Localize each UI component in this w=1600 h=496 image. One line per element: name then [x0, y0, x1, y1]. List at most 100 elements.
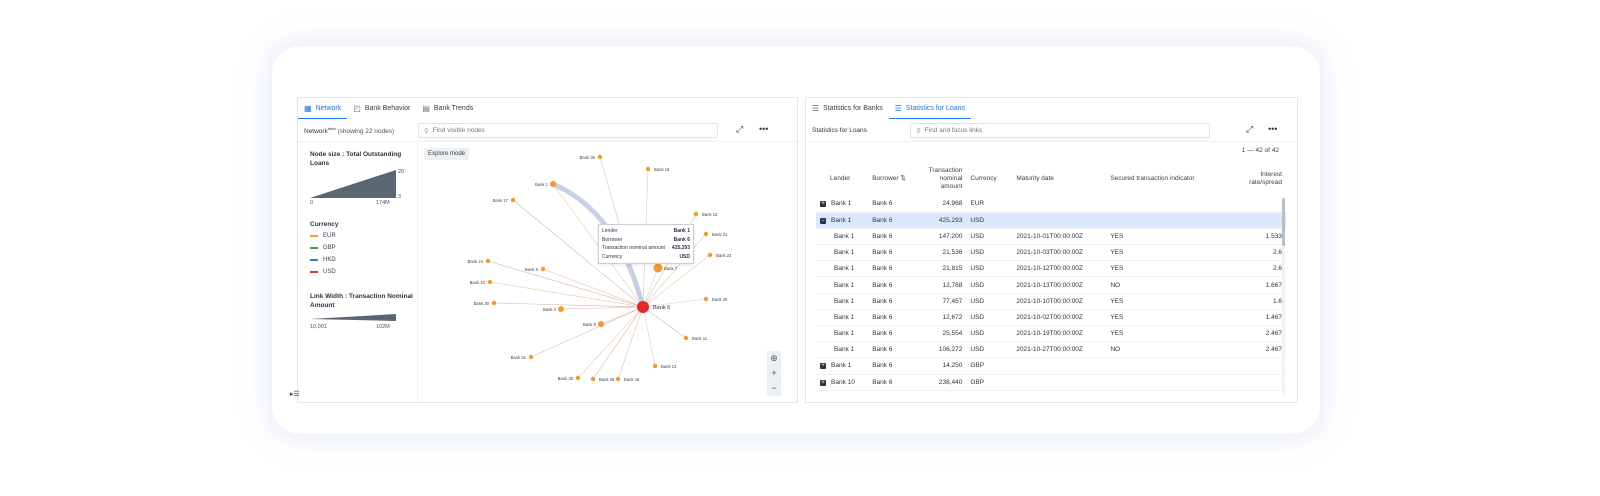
borrower-cell-text: Bank 6 — [872, 297, 893, 305]
graph-node[interactable] — [528, 354, 534, 360]
graph-link[interactable] — [493, 302, 644, 308]
table-row[interactable]: + Bank 1 Bank 6 24,968 EUR — [816, 196, 1286, 213]
zoom-in-icon[interactable]: + — [771, 368, 777, 378]
graph-node[interactable] — [558, 306, 564, 312]
graph-node[interactable] — [485, 258, 491, 264]
expand-row-icon[interactable]: + — [820, 201, 826, 208]
table-row[interactable]: + Bank 10 Bank 6 238,440 GBP — [816, 374, 1286, 391]
borrower-cell: Bank 6 — [868, 212, 917, 229]
lender-cell: + Bank 10 — [816, 374, 869, 391]
graph-link[interactable] — [642, 306, 656, 367]
graph-node[interactable] — [597, 154, 603, 160]
borrower-cell: Bank 6 — [868, 374, 917, 391]
graph-node[interactable] — [590, 376, 596, 382]
graph-link[interactable] — [592, 306, 644, 380]
expand-row-icon[interactable]: + — [820, 363, 826, 370]
expand-icon[interactable]: ⤢ — [1246, 124, 1254, 134]
tab-bank-behavior[interactable]: ◰ Bank Behavior — [353, 104, 411, 113]
explore-mode-button[interactable]: Explore mode — [424, 148, 470, 160]
col-borrower[interactable]: Borrower ⇅ — [872, 175, 906, 182]
center-node[interactable] — [637, 301, 649, 313]
node-search[interactable]: ⚲ — [418, 123, 718, 138]
lender-cell-text: Bank 1 — [834, 232, 855, 240]
scroll-track[interactable] — [1282, 198, 1285, 396]
graph-link[interactable] — [489, 281, 644, 308]
table-row[interactable]: Bank 1 Bank 6 106,272 USD 2021-10-27T00:00:0… — [816, 341, 1286, 359]
graph-link[interactable] — [542, 268, 644, 308]
borrower-cell: Bank 6 — [868, 357, 917, 375]
graph-link[interactable] — [530, 306, 644, 358]
tab-network[interactable]: ▦ Network — [298, 98, 348, 119]
tab-statistics-banks[interactable]: ☰ Statistics for Banks — [812, 104, 883, 113]
col-maturity[interactable]: Maturity date — [1016, 175, 1054, 182]
graph-link[interactable] — [642, 298, 707, 308]
graph-node[interactable] — [653, 263, 663, 273]
graph-link[interactable] — [512, 199, 644, 308]
more-icon[interactable]: ••• — [759, 124, 769, 134]
table-row[interactable]: Bank 1 Bank 6 21,536 USD 2021-10-03T00:00:00… — [816, 244, 1286, 262]
table-row[interactable]: Bank 1 Bank 6 12,672 USD 2021-10-02T00:00:00… — [816, 309, 1286, 327]
graph-link[interactable] — [487, 260, 644, 308]
lender-cell: Bank 1 — [816, 325, 869, 343]
graph-node[interactable] — [703, 296, 709, 302]
table-row[interactable]: + Bank 1 Bank 6 14,250 GBP — [816, 357, 1286, 375]
table-row[interactable]: Bank 1 Bank 6 77,457 USD 2021-10-10T00:00:00… — [816, 293, 1286, 310]
sort-icon[interactable]: ⇅ — [900, 175, 906, 182]
graph-node[interactable] — [703, 231, 709, 237]
lender-cell-text: Bank 1 — [834, 281, 855, 289]
tab-bank-trends[interactable]: ▤ Bank Trends — [422, 104, 474, 113]
graph-node[interactable] — [683, 335, 689, 341]
col-currency[interactable]: Currency — [970, 175, 997, 182]
collapse-row-icon[interactable]: − — [820, 217, 826, 224]
secured-cell: YES — [1106, 293, 1232, 310]
expand-icon[interactable]: ⤢ — [736, 124, 744, 134]
borrower-cell: Bank 6 — [868, 341, 917, 359]
tab-statistics-loans[interactable]: ☰ Statistics for Loans — [888, 98, 972, 119]
col-rate[interactable]: Interest rate/spread — [1249, 171, 1282, 186]
graph-link[interactable] — [642, 233, 707, 308]
graph-link[interactable] — [642, 306, 687, 339]
graph-node[interactable] — [540, 266, 546, 272]
graph-node[interactable] — [510, 197, 516, 203]
graph-node[interactable] — [598, 321, 604, 327]
link-search[interactable]: ⚲ — [910, 123, 1210, 138]
graph-node[interactable] — [707, 252, 713, 258]
col-amount[interactable]: Transaction nominal amount — [928, 167, 963, 190]
table-row[interactable]: − Bank 1 Bank 6 425,293 USD — [816, 212, 1286, 229]
node-search-input[interactable] — [432, 127, 717, 134]
table-row[interactable]: Bank 1 Bank 6 21,815 USD 2021-10-12T00:00:00… — [816, 260, 1286, 278]
graph-link[interactable] — [617, 306, 644, 380]
graph-node[interactable] — [693, 211, 699, 217]
graph-link[interactable] — [560, 306, 644, 310]
col-lender[interactable]: Lender — [830, 175, 851, 182]
graph-link[interactable] — [577, 306, 644, 379]
more-icon[interactable]: ••• — [1268, 124, 1278, 134]
zoom-out-icon[interactable]: − — [771, 383, 777, 393]
secured-cell: YES — [1106, 244, 1232, 262]
graph-link[interactable] — [642, 267, 659, 308]
collapse-legend-icon[interactable]: ▸☰ — [290, 391, 300, 398]
graph-node[interactable] — [491, 300, 497, 306]
graph-node[interactable] — [652, 363, 658, 369]
network-graph[interactable]: Bank 36 Bank 16 Bank 1 Bank 17 Bank 13 Bank 2… — [418, 142, 797, 402]
currency-cell: USD — [966, 228, 1013, 246]
col-secured[interactable]: Secured transaction indicator — [1110, 175, 1195, 182]
graph-node[interactable] — [487, 279, 493, 285]
graph-node[interactable] — [575, 375, 581, 381]
node-label: Bank 4 — [543, 307, 557, 312]
borrower-cell-text: Bank 6 — [872, 346, 893, 354]
table-row[interactable]: Bank 1 Bank 6 25,554 USD 2021-10-19T00:00:00… — [816, 325, 1286, 343]
table-row[interactable]: Bank 1 Bank 6 12,788 USD 2021-10-13T00:00:00… — [816, 276, 1286, 294]
table-row[interactable]: Bank 1 Bank 6 147,200 USD 2021-10-01T00:00:0… — [816, 228, 1286, 246]
graph-node[interactable] — [615, 376, 621, 382]
expand-row-icon[interactable]: + — [820, 379, 826, 386]
graph-node[interactable] — [550, 181, 556, 187]
borrower-cell: Bank 6 — [868, 228, 917, 246]
scrollbar-thumb[interactable] — [1282, 198, 1285, 246]
link-search-input[interactable] — [924, 127, 1209, 134]
graph-node[interactable] — [645, 166, 651, 172]
amount-cell-text: 106,272 — [938, 346, 963, 354]
recenter-icon[interactable]: ⊕ — [770, 353, 778, 363]
tooltip-row: Borrower Bank 6 — [602, 236, 690, 243]
graph-link[interactable] — [642, 254, 711, 308]
